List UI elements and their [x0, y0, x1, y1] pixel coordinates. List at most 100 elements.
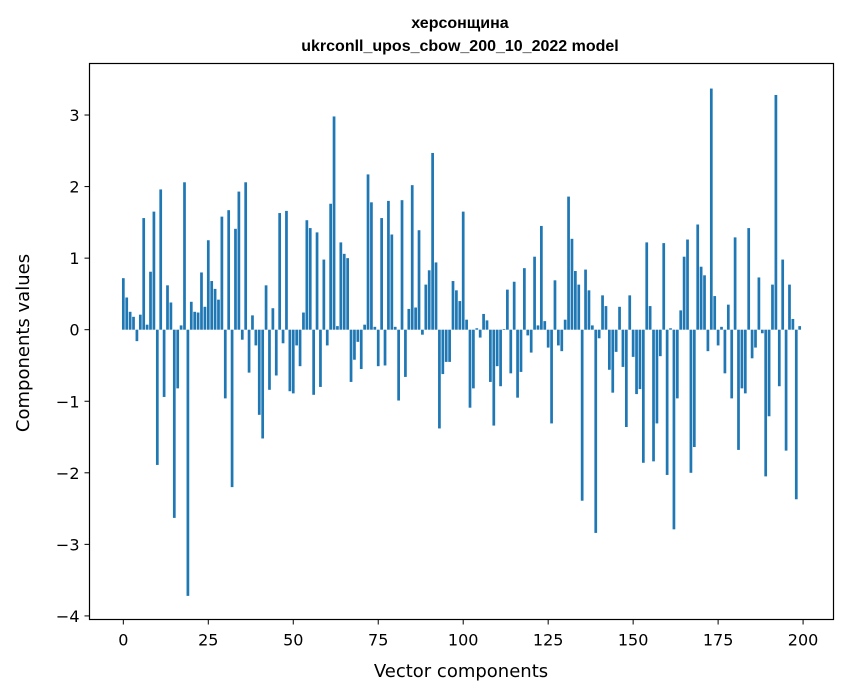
bar	[302, 312, 305, 330]
bar	[757, 277, 761, 330]
bar	[794, 329, 798, 500]
bar	[393, 326, 397, 330]
bar	[472, 329, 475, 389]
bar	[740, 329, 744, 389]
bar	[370, 202, 373, 330]
bar	[203, 306, 207, 330]
bar	[478, 329, 482, 338]
bar	[353, 329, 356, 360]
bar	[567, 196, 570, 330]
bar	[268, 329, 271, 390]
bar	[526, 329, 530, 336]
bar	[546, 329, 550, 348]
bar	[529, 329, 533, 353]
y-tick-label: 3	[69, 106, 79, 125]
bar	[523, 268, 526, 330]
x-tick-label: 25	[198, 631, 218, 650]
bar	[502, 328, 506, 330]
bar	[196, 312, 200, 330]
bar	[244, 182, 248, 330]
bar	[706, 329, 710, 352]
x-tick-label: 175	[703, 631, 734, 650]
bar	[788, 284, 791, 330]
bar	[152, 211, 156, 330]
bar	[383, 329, 387, 366]
y-tick-label: −1	[56, 392, 80, 411]
bar	[193, 311, 197, 330]
bar	[230, 329, 234, 488]
bar	[686, 239, 689, 330]
bar	[628, 295, 632, 330]
bar	[590, 325, 594, 330]
bar	[516, 329, 519, 398]
bar	[438, 329, 441, 429]
bar	[512, 281, 516, 330]
bar	[387, 200, 390, 330]
bar	[397, 329, 400, 401]
bar	[563, 319, 567, 330]
bar	[726, 304, 730, 330]
y-tick-label: 0	[69, 321, 79, 340]
bar	[319, 329, 322, 387]
bar	[186, 329, 190, 596]
bar	[604, 306, 608, 330]
bar	[662, 243, 666, 330]
bar	[574, 271, 577, 330]
bar	[346, 258, 349, 330]
bar	[655, 329, 659, 424]
bar	[451, 281, 455, 330]
bar	[237, 191, 241, 330]
bar	[692, 329, 696, 448]
bar	[315, 232, 319, 330]
y-tick-label: −3	[56, 535, 80, 554]
bar	[570, 238, 574, 330]
bar	[376, 329, 380, 367]
bar	[271, 308, 275, 330]
bar	[421, 329, 424, 335]
x-tick-label: 125	[533, 631, 564, 650]
bar	[254, 329, 258, 346]
bar	[172, 329, 176, 518]
bar	[223, 329, 227, 399]
bar	[251, 315, 254, 330]
bar	[485, 320, 489, 330]
bar	[777, 329, 781, 387]
bar	[298, 329, 302, 367]
bar	[458, 301, 462, 330]
bar	[366, 174, 370, 330]
bar	[771, 284, 774, 330]
x-tick-label: 150	[618, 631, 649, 650]
bar	[791, 318, 795, 330]
bar	[206, 240, 210, 330]
bar	[359, 329, 363, 370]
bar	[509, 329, 513, 374]
y-axis-label: Components values	[13, 254, 34, 432]
bar	[285, 210, 288, 330]
bar	[696, 224, 700, 330]
bar	[764, 329, 768, 477]
y-tick-label: −4	[56, 607, 80, 626]
bar	[679, 310, 683, 330]
bar	[519, 329, 523, 372]
bar	[672, 329, 676, 530]
bar	[580, 329, 584, 501]
bar	[492, 329, 496, 426]
bar	[404, 329, 407, 377]
bar	[125, 297, 129, 330]
bar	[149, 271, 152, 330]
bar	[220, 216, 224, 330]
bar	[482, 313, 485, 330]
bar	[305, 220, 309, 330]
bar	[536, 325, 540, 330]
bar	[577, 284, 581, 330]
bar	[434, 262, 438, 330]
bar	[261, 329, 265, 439]
bar	[410, 185, 414, 330]
bar	[281, 329, 285, 344]
bar	[189, 301, 193, 330]
bar	[506, 289, 509, 330]
bar	[183, 182, 186, 330]
bar	[750, 329, 754, 359]
